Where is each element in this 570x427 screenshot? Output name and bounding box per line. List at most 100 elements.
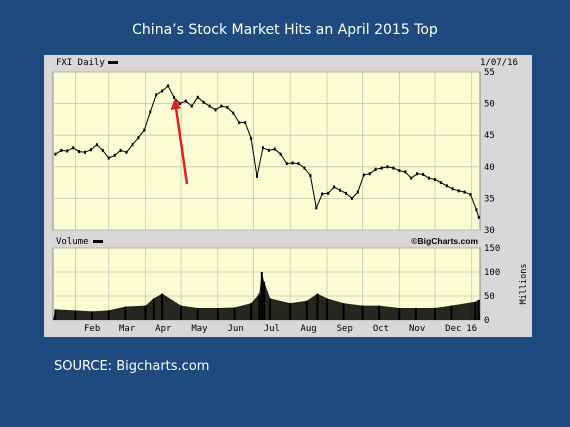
- volume-bar-16: [269, 298, 272, 320]
- volume-bar-24: [398, 308, 401, 320]
- price-point-70: [469, 193, 472, 197]
- price-point-66: [445, 184, 448, 188]
- volume-bar-28: [474, 301, 477, 320]
- price-point-65: [439, 181, 442, 185]
- volume-bar-17: [289, 303, 292, 320]
- volume-bar-4: [124, 306, 127, 320]
- price-point-48: [339, 188, 341, 192]
- x-tick-Mar: Mar: [119, 324, 136, 334]
- price-point-62: [422, 172, 425, 176]
- price-point-69: [463, 190, 466, 194]
- price-point-40: [291, 161, 294, 165]
- volume-bar-18: [305, 300, 308, 320]
- source-note: SOURCE: Bigcharts.com: [54, 359, 210, 374]
- price-legend: FXI Daily: [56, 58, 105, 68]
- date-label: 1/07/16: [480, 58, 518, 68]
- volume-bar-6: [152, 298, 155, 320]
- volume-legend: Volume: [56, 237, 89, 247]
- volume-bar-10: [216, 308, 219, 320]
- price-point-63: [428, 176, 430, 180]
- volume-bar-9: [196, 308, 199, 320]
- price-point-13: [131, 143, 134, 147]
- volume-bar-19: [316, 293, 319, 320]
- volume-bar-1: [74, 310, 77, 320]
- price-point-6: [90, 148, 92, 152]
- price-point-44: [315, 206, 318, 210]
- price-legend-swatch: [108, 61, 118, 64]
- volume-y-tick-50: 50: [484, 292, 495, 302]
- volume-y-tick-100: 100: [484, 268, 500, 278]
- volume-bar-13: [258, 293, 261, 320]
- volume-y-tick-150: 150: [484, 244, 500, 254]
- volume-bar-23: [378, 305, 381, 320]
- volume-bar-22: [361, 305, 364, 320]
- price-point-54: [374, 167, 377, 171]
- x-tick-Feb: Feb: [84, 324, 100, 334]
- price-point-57: [392, 166, 395, 170]
- price-point-49: [345, 191, 347, 195]
- volume-bar-0: [54, 309, 57, 320]
- slide-title: China’s Stock Market Hits an April 2015 …: [132, 22, 438, 38]
- price-point-21: [178, 102, 181, 106]
- price-point-15: [143, 128, 146, 132]
- price-point-50: [350, 196, 353, 200]
- peak-arrow: [170, 98, 189, 185]
- volume-bars: [53, 272, 480, 320]
- price-point-71: [475, 208, 478, 212]
- x-tick-Sep: Sep: [337, 324, 353, 334]
- price-point-55: [380, 166, 383, 170]
- price-point-43: [309, 174, 312, 178]
- x-tick-Jul: Jul: [264, 324, 280, 334]
- volume-bar-12: [250, 303, 253, 320]
- peak-arrow-shaft: [174, 107, 189, 185]
- price-point-25: [202, 100, 205, 104]
- price-point-0: [54, 152, 57, 156]
- price-grid: [53, 71, 480, 231]
- price-point-51: [356, 190, 359, 194]
- watermark: ©BigCharts.com: [411, 236, 478, 246]
- price-point-64: [433, 177, 436, 181]
- volume-bar-8: [180, 305, 183, 320]
- price-point-33: [250, 136, 253, 140]
- volume-bar-2: [91, 311, 94, 320]
- price-point-47: [333, 185, 336, 189]
- volume-y-tick-0: 0: [484, 316, 489, 326]
- price-point-46: [327, 191, 330, 195]
- x-tick-Nov: Nov: [409, 324, 425, 334]
- price-point-39: [285, 162, 288, 166]
- volume-bar-11: [233, 307, 236, 320]
- price-point-19: [167, 84, 170, 88]
- price-point-14: [137, 136, 140, 140]
- price-point-37: [273, 147, 276, 151]
- volume-area: [53, 272, 480, 320]
- price-y-tick-55: 55: [484, 68, 495, 78]
- price-point-56: [386, 165, 389, 169]
- price-point-4: [78, 150, 81, 154]
- price-y-tick-45: 45: [484, 131, 495, 141]
- price-point-34: [256, 174, 258, 178]
- volume-bar-21: [342, 303, 345, 320]
- price-point-35: [261, 146, 264, 150]
- volume-bar-29: [477, 299, 480, 320]
- x-tick-Apr: Apr: [155, 324, 172, 334]
- price-point-38: [279, 152, 282, 156]
- price-point-60: [410, 176, 413, 180]
- x-tick-Oct: Oct: [373, 324, 389, 334]
- price-point-10: [113, 153, 116, 157]
- volume-bar-26: [433, 308, 436, 320]
- volume-bar-5: [144, 305, 147, 320]
- price-point-17: [155, 93, 158, 97]
- price-y-tick-35: 35: [484, 194, 495, 204]
- price-point-53: [368, 172, 371, 176]
- price-point-11: [119, 148, 122, 152]
- volume-bar-15: [263, 281, 266, 320]
- price-point-72: [477, 215, 480, 219]
- volume-bar-14: [260, 272, 263, 320]
- price-point-42: [303, 166, 306, 170]
- price-point-1: [60, 148, 63, 152]
- price-point-30: [232, 111, 235, 115]
- price-point-8: [101, 148, 104, 152]
- price-point-12: [125, 150, 128, 154]
- price-plot-bg: [52, 71, 481, 231]
